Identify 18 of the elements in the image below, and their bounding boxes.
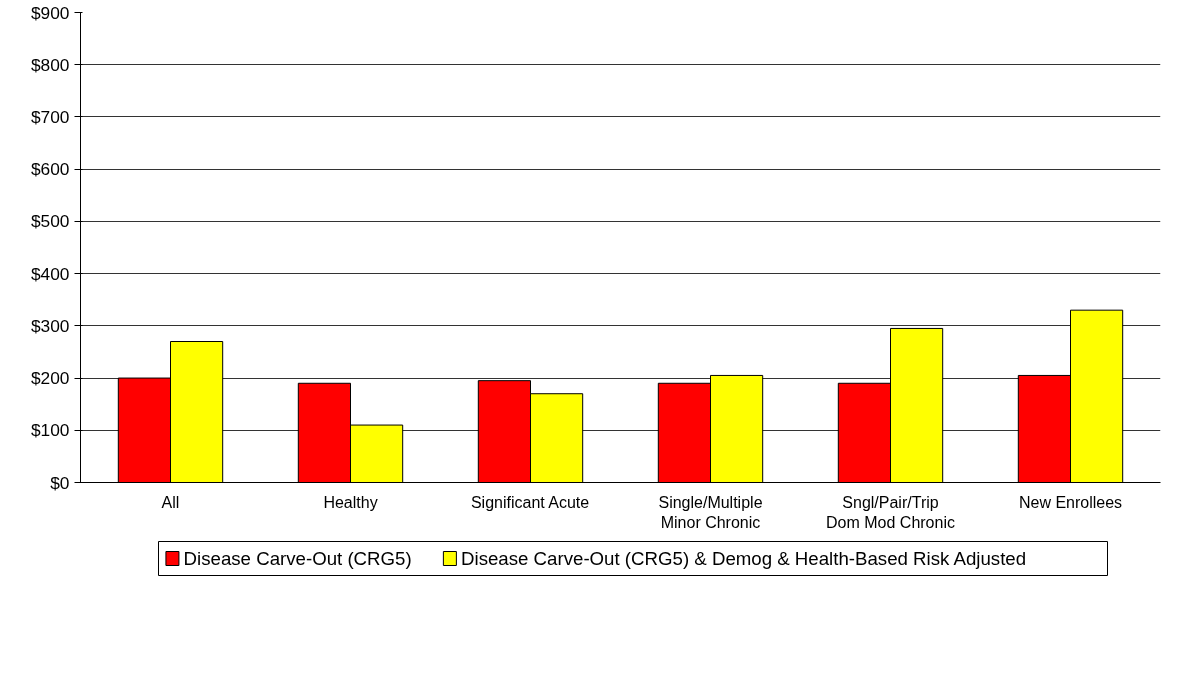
x-tick-label: Significant Acute: [470, 493, 590, 511]
y-tick-label: $500: [30, 211, 70, 232]
y-tick-label: $300: [30, 315, 70, 336]
x-tick-label: All: [161, 493, 180, 511]
x-tick-label: New Enrollees: [1018, 493, 1123, 511]
y-tick-label: $400: [30, 263, 70, 284]
y-tick-label: $0: [50, 472, 70, 493]
x-tick-label: Single/Multiple Minor Chronic: [658, 493, 763, 531]
y-tick-label: $800: [30, 54, 70, 75]
y-tick-label: $100: [30, 420, 70, 441]
x-tick-label: Healthy: [323, 493, 378, 511]
legend-label: Disease Carve-Out (CRG5): [183, 548, 412, 569]
y-tick-label: $700: [30, 106, 70, 127]
y-tick-label: $200: [30, 368, 70, 389]
legend-label: Disease Carve-Out (CRG5) & Demog & Health-Based Risk Adjusted: [461, 548, 1027, 569]
x-tick-label: Sngl/Pair/Trip Dom Mod Chronic: [826, 493, 955, 531]
y-tick-label: $600: [30, 159, 70, 180]
y-tick-label: $900: [30, 2, 70, 23]
